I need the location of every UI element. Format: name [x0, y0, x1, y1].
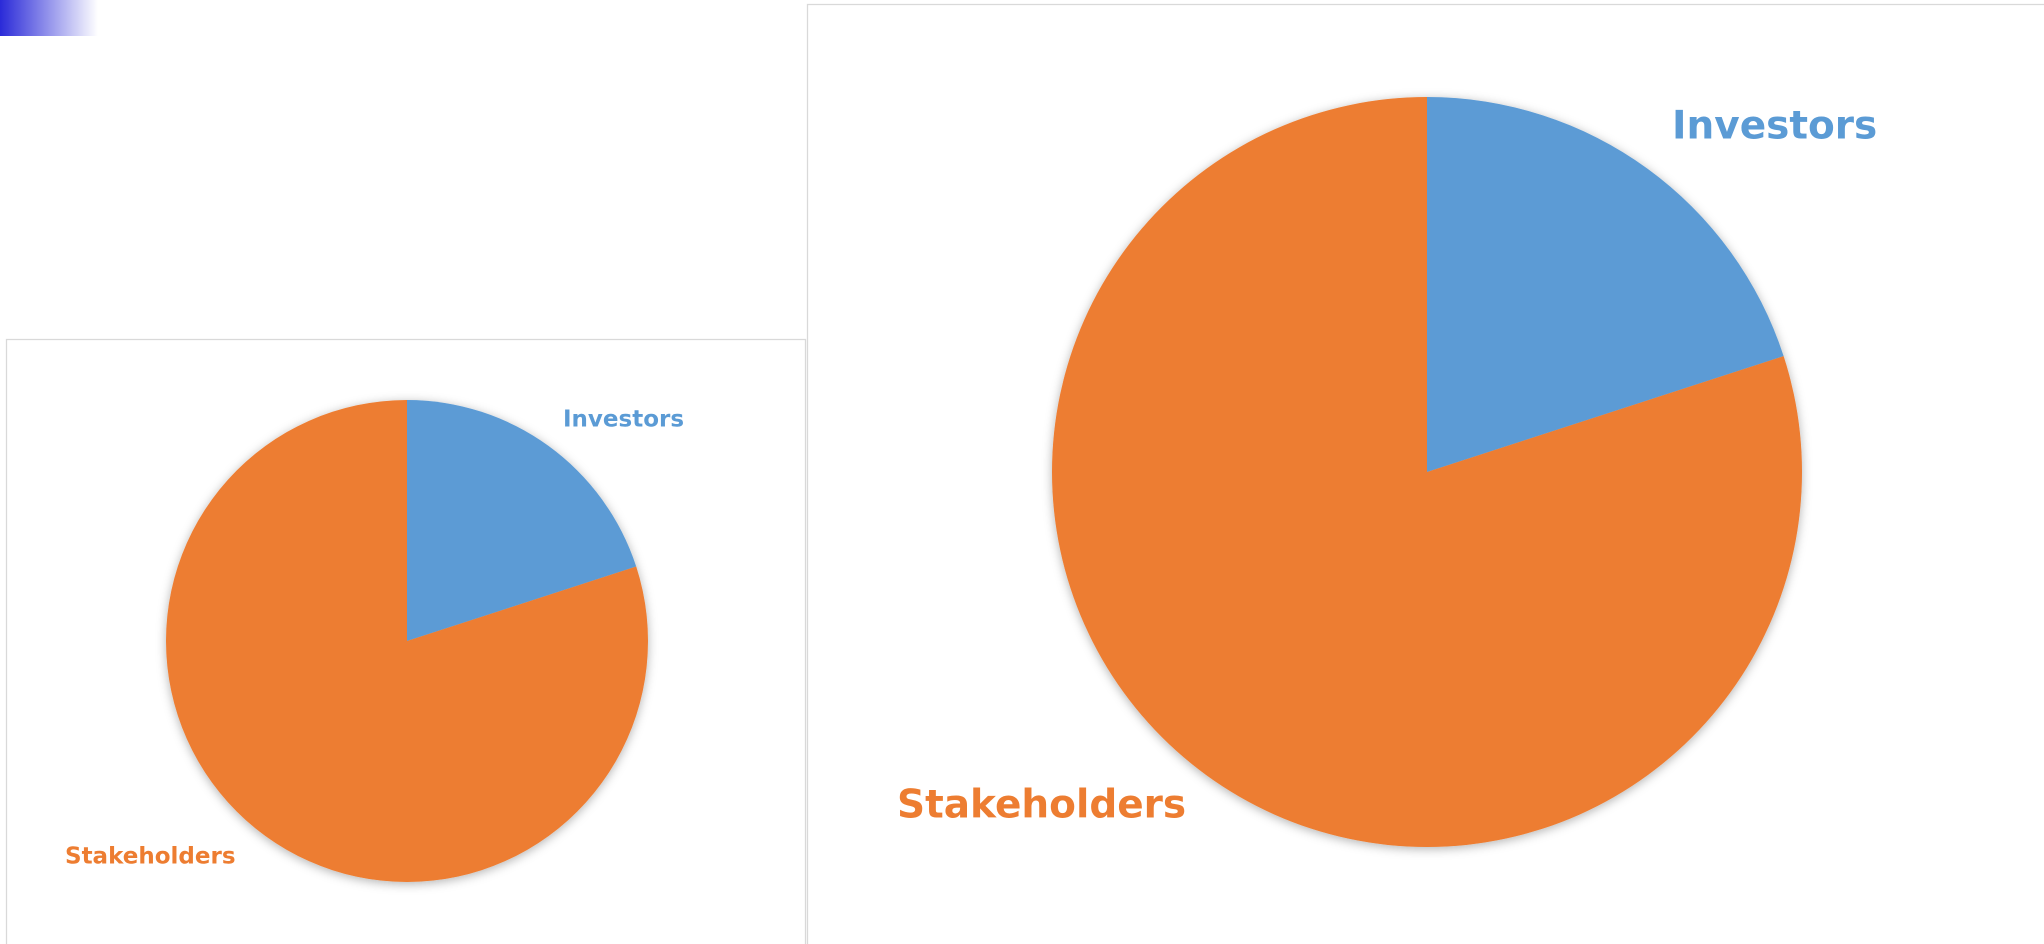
pie-slice — [407, 400, 637, 641]
slice-label: Investors — [563, 407, 684, 433]
pie — [1052, 97, 1803, 847]
slice-label: Stakeholders — [65, 844, 236, 870]
pie-slice — [166, 400, 649, 883]
slice-label: Investors — [1672, 104, 1877, 149]
pie-slice — [1052, 97, 1803, 847]
pie — [166, 400, 649, 883]
corner-decoration — [0, 0, 98, 36]
pie-slice — [1427, 97, 1784, 472]
slice-label: Stakeholders — [897, 783, 1186, 828]
